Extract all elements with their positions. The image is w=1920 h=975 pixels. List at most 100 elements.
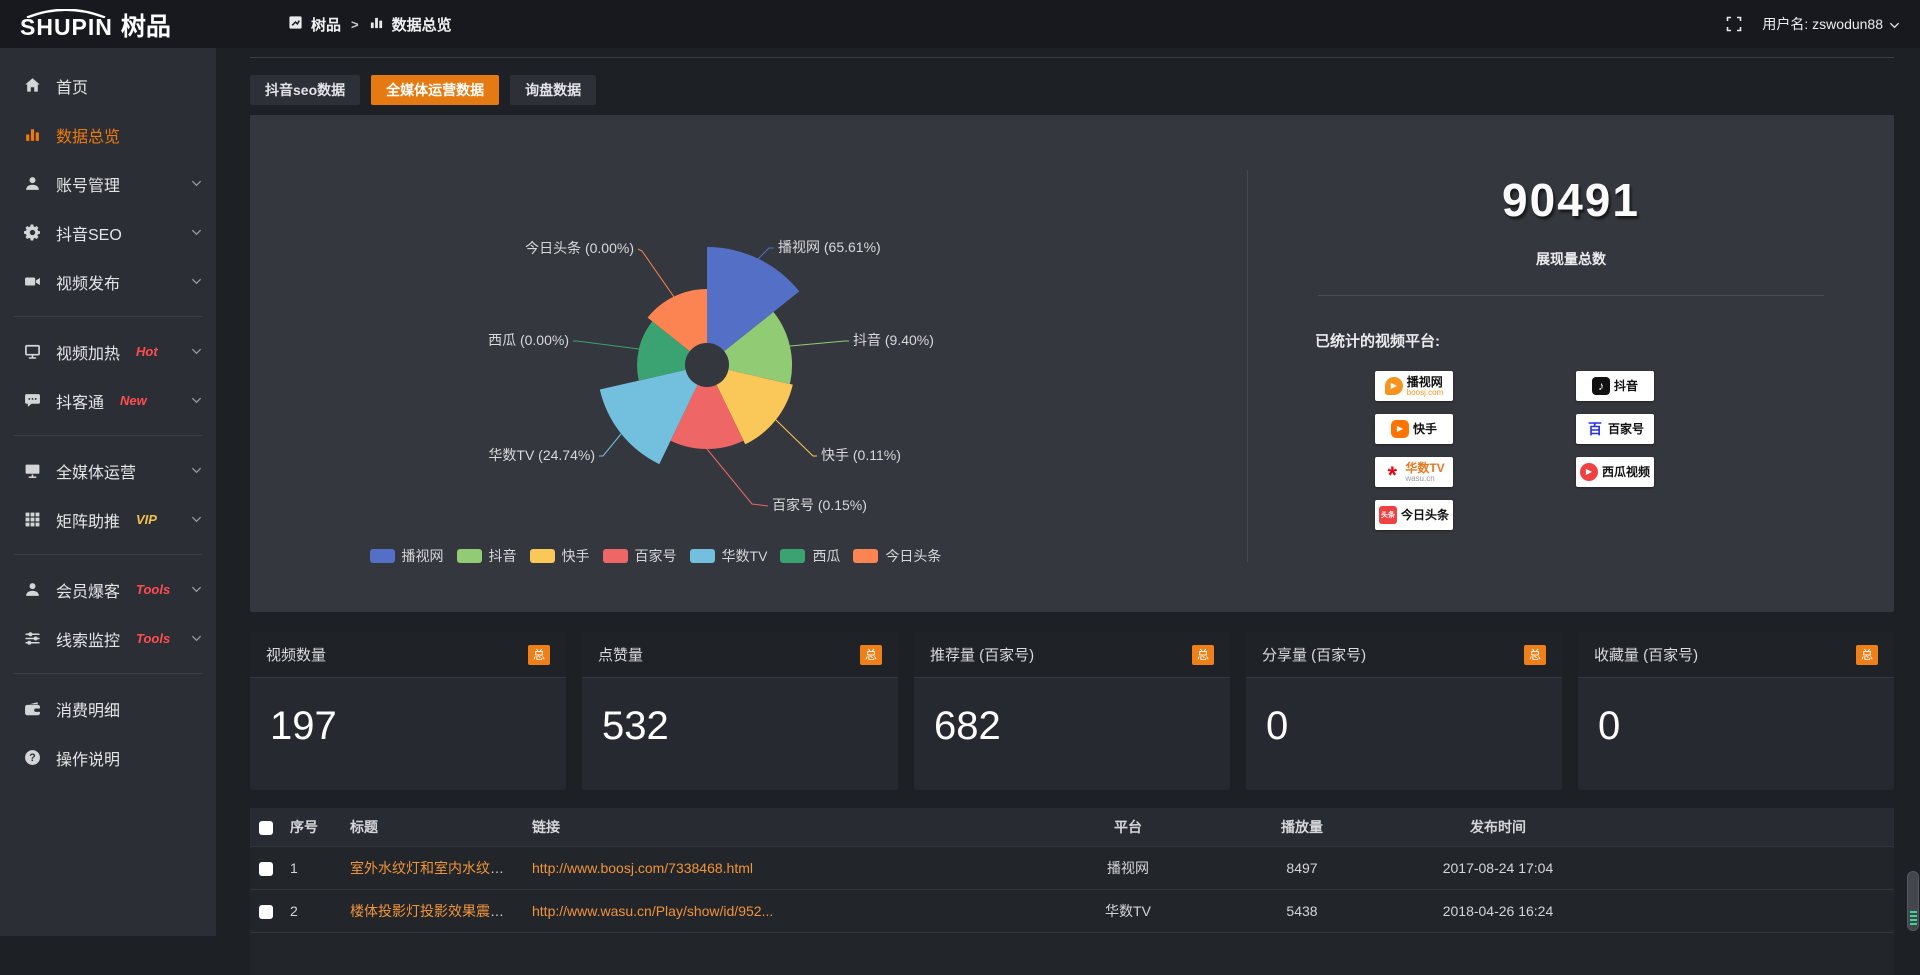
svg-text:?: ? xyxy=(29,752,35,764)
floating-scroll-widget[interactable] xyxy=(1907,871,1919,931)
platform-subtext: boosj.com xyxy=(1407,389,1443,397)
stat-card-title: 收藏量 (百家号) xyxy=(1594,644,1698,665)
platform-badge: ▶西瓜视频 xyxy=(1576,457,1654,487)
sidebar-item-5[interactable]: 视频发布 xyxy=(0,257,216,306)
platform-name: 播视网 xyxy=(1407,376,1443,388)
monitor-icon xyxy=(24,462,41,479)
logo-text-en: SHUPIN xyxy=(20,16,113,39)
sidebar-item-label: 消费明细 xyxy=(56,697,120,721)
pie-label-line xyxy=(707,449,768,506)
stat-card-header: 点赞量 总 xyxy=(582,632,898,678)
legend-label: 华数TV xyxy=(722,546,768,566)
video-url-link[interactable]: http://www.wasu.cn/Play/show/id/952... xyxy=(532,903,773,919)
platform-share-rose-chart[interactable]: 播视网 (65.61%)抖音 (9.40%)快手 (0.11%)百家号 (0.1… xyxy=(250,115,1247,612)
sidebar-divider xyxy=(14,673,202,674)
select-all-checkbox[interactable] xyxy=(259,821,273,835)
boosj-logo-icon: ▶ xyxy=(1385,377,1403,395)
stat-card-1: 视频数量 总 197 xyxy=(250,632,566,790)
tab-1[interactable]: 抖音seo数据 xyxy=(250,75,360,105)
legend-item[interactable]: 西瓜 xyxy=(780,546,840,566)
sidebar-item-label: 线索监控 xyxy=(56,627,120,651)
header-divider xyxy=(250,57,1894,58)
table-row-partial xyxy=(250,932,1894,975)
total-badge: 总 xyxy=(1856,645,1878,665)
person-icon xyxy=(24,581,41,598)
username-label: 用户名: zswodun88 xyxy=(1762,14,1883,34)
cell-platform: 播视网 xyxy=(1044,846,1212,889)
sidebar-item-8[interactable]: 全媒体运营 xyxy=(0,446,216,495)
stat-card-value: 197 xyxy=(250,678,566,749)
bar-chart-icon xyxy=(369,15,384,34)
video-title-link[interactable]: 室外水纹灯和室内水纹灯的区别和简介 xyxy=(350,860,524,876)
sidebar-item-label: 抖音SEO xyxy=(56,221,122,245)
legend-item[interactable]: 百家号 xyxy=(603,546,677,566)
sidebar-divider xyxy=(14,435,202,436)
bar-chart-icon xyxy=(24,126,41,143)
window-trend-icon xyxy=(288,15,303,34)
sidebar-item-4[interactable]: 抖音SEO xyxy=(0,208,216,257)
legend-label: 播视网 xyxy=(402,546,444,566)
chevron-down-icon xyxy=(191,397,202,404)
table-row: 1室外水纹灯和室内水纹灯的区别和简介http://www.boosj.com/7… xyxy=(250,846,1894,889)
platform-name: 西瓜视频 xyxy=(1602,466,1650,478)
chevron-down-icon xyxy=(191,278,202,285)
legend-swatch xyxy=(457,549,482,563)
fullscreen-icon[interactable] xyxy=(1726,16,1742,32)
row-checkbox[interactable] xyxy=(259,862,273,876)
legend-item[interactable]: 今日头条 xyxy=(853,546,941,566)
table-row: 2 楼体投影灯投影效果震撼上市 http://www.wasu.cn/Play/sh… xyxy=(250,889,1894,932)
chevron-down-icon xyxy=(191,635,202,642)
legend-swatch xyxy=(530,549,555,563)
pie-label-line xyxy=(638,249,674,297)
overview-panel: 播视网 (65.61%)抖音 (9.40%)快手 (0.11%)百家号 (0.1… xyxy=(250,115,1894,612)
sidebar-item-1[interactable]: 首页 xyxy=(0,61,216,110)
legend-label: 今日头条 xyxy=(885,546,941,566)
breadcrumb-root[interactable]: 树品 xyxy=(311,14,341,35)
video-title-link[interactable]: 楼体投影灯投影效果震撼上市 xyxy=(350,903,524,919)
user-menu[interactable]: 用户名: zswodun88 xyxy=(1762,14,1900,34)
platforms-label: 已统计的视频平台: xyxy=(1315,330,1894,351)
stat-card-header: 视频数量 总 xyxy=(250,632,566,678)
pie-label: 播视网 (65.61%) xyxy=(778,239,881,255)
video-url-link[interactable]: http://www.boosj.com/7338468.html xyxy=(532,860,753,876)
stat-card-title: 分享量 (百家号) xyxy=(1262,644,1366,665)
cell-index: 2 xyxy=(282,889,342,932)
stat-card-header: 分享量 (百家号) 总 xyxy=(1246,632,1562,678)
tab-2[interactable]: 全媒体运营数据 xyxy=(371,75,499,105)
legend-item[interactable]: 华数TV xyxy=(690,546,768,566)
pie-label-line xyxy=(776,420,817,456)
cell-plays: 8497 xyxy=(1212,846,1392,889)
grid-icon xyxy=(24,511,41,528)
sidebar-item-badge: New xyxy=(120,393,147,408)
row-checkbox[interactable] xyxy=(259,905,273,919)
sidebar-item-3[interactable]: 账号管理 xyxy=(0,159,216,208)
legend-label: 百家号 xyxy=(635,546,677,566)
chevron-down-icon xyxy=(191,348,202,355)
stat-card-title: 视频数量 xyxy=(266,644,326,665)
question-icon: ? xyxy=(24,749,41,766)
legend-item[interactable]: 抖音 xyxy=(457,546,517,566)
sidebar-item-13[interactable]: ?操作说明 xyxy=(0,733,216,782)
column-header: 标题 xyxy=(342,808,524,846)
main-content: 抖音seo数据全媒体运营数据询盘数据 播视网 (65.61%)抖音 (9.40%… xyxy=(216,48,1920,936)
total-badge: 总 xyxy=(860,645,882,665)
legend-swatch xyxy=(780,549,805,563)
legend-item[interactable]: 播视网 xyxy=(370,546,444,566)
stat-cards-row: 视频数量 总 197 点赞量 总 532 推荐量 (百家号) 总 682 分享量… xyxy=(250,632,1894,790)
sidebar-item-2[interactable]: 数据总览 xyxy=(0,110,216,159)
chevron-down-icon xyxy=(191,180,202,187)
legend-item[interactable]: 快手 xyxy=(530,546,590,566)
sliders-icon xyxy=(24,630,41,647)
sidebar-item-label: 视频加热 xyxy=(56,340,120,364)
sidebar-item-12[interactable]: 消费明细 xyxy=(0,684,216,733)
tab-3[interactable]: 询盘数据 xyxy=(510,75,596,105)
stat-card-value: 682 xyxy=(914,678,1230,749)
